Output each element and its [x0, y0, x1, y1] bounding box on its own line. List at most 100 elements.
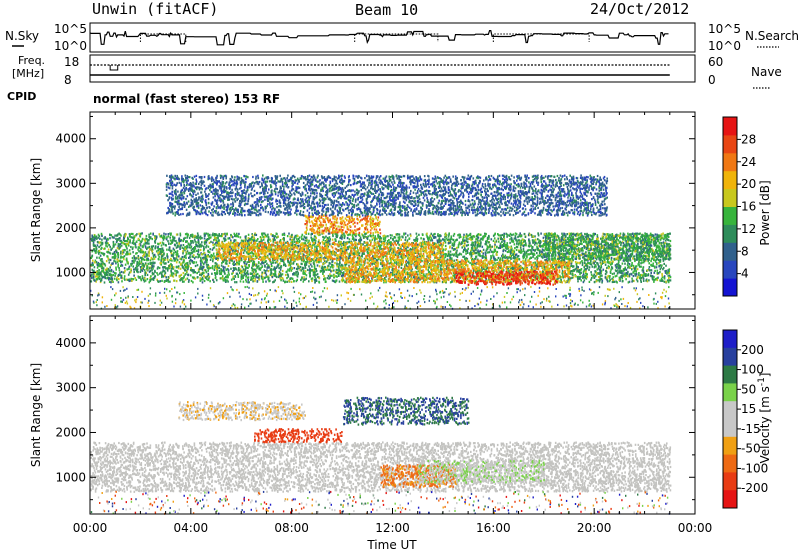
- power-echo-cell: [301, 236, 303, 238]
- power-echo-cell: [127, 279, 129, 281]
- power-echo-cell: [329, 232, 331, 234]
- power-echo-cell: [248, 279, 250, 281]
- power-echo-cell: [318, 281, 320, 283]
- power-echo-cell: [288, 264, 290, 266]
- power-echo-cell: [594, 233, 596, 235]
- power-echo-cell: [513, 255, 515, 257]
- power-echo-cell: [128, 274, 130, 276]
- power-echo-cell: [487, 245, 489, 247]
- power-echo-cell: [624, 263, 626, 265]
- power-echo-cell: [490, 249, 492, 251]
- power-echo-cell: [159, 253, 161, 255]
- power-echo-cell: [140, 271, 142, 273]
- power-echo-cell: [266, 274, 268, 276]
- power-echo-cell: [131, 233, 133, 235]
- power-echo-cell: [173, 280, 175, 282]
- power-echo-cell: [98, 269, 100, 271]
- power-echo-cell: [456, 252, 458, 254]
- power-echo-cell: [355, 239, 357, 241]
- power-echo-cell: [198, 242, 200, 244]
- power-echo-cell: [254, 269, 256, 271]
- power-echo-cell: [448, 236, 450, 238]
- power-echo-cell: [328, 275, 330, 277]
- power-echo-cell: [453, 266, 455, 268]
- power-echo-cell: [114, 253, 116, 255]
- power-echo-cell: [92, 236, 94, 238]
- power-echo-cell: [663, 260, 665, 262]
- power-echo-cell: [96, 248, 98, 250]
- power-echo-cell: [285, 242, 287, 244]
- power-echo-cell: [126, 258, 128, 260]
- power-echo-cell: [191, 280, 193, 282]
- power-echo-cell: [166, 249, 168, 251]
- power-echo-cell: [114, 278, 116, 280]
- power-echo-cell: [163, 239, 165, 241]
- power-echo-cell: [91, 280, 93, 282]
- power-echo-cell: [634, 250, 636, 252]
- power-echo-cell: [202, 281, 204, 283]
- power-echo-cell: [215, 262, 217, 264]
- power-echo-cell: [516, 233, 518, 235]
- power-echo-cell: [579, 273, 581, 275]
- power-echo-cell: [168, 261, 170, 263]
- nsky-panel-frame: [90, 23, 695, 52]
- power-echo-cell: [295, 236, 297, 238]
- nsky-line: [90, 31, 669, 45]
- power-echo-cell: [109, 237, 111, 239]
- power-echo-cell: [607, 280, 609, 282]
- power-echo-cell: [255, 278, 257, 280]
- power-echo-cell: [633, 275, 635, 277]
- power-echo-cell: [246, 263, 248, 265]
- power-echo-cell: [129, 266, 131, 268]
- power-echo-cell: [282, 233, 284, 235]
- power-echo-cell: [113, 244, 115, 246]
- power-echo-cell: [602, 250, 604, 252]
- power-echo-cell: [149, 237, 151, 239]
- power-echo-cell: [102, 277, 104, 279]
- power-echo-cell: [131, 264, 133, 266]
- power-echo-cell: [224, 233, 226, 235]
- power-echo-cell: [124, 275, 126, 277]
- power-echo-cell: [283, 237, 285, 239]
- power-echo-cell: [648, 279, 650, 281]
- power-echo-cell: [209, 248, 211, 250]
- power-echo-cell: [305, 270, 307, 272]
- power-echo-cell: [216, 279, 218, 281]
- power-echo-cell: [508, 251, 510, 253]
- power-echo-cell: [640, 279, 642, 281]
- power-echo-cell: [121, 256, 123, 258]
- power-echo-cell: [330, 266, 332, 268]
- power-echo-cell: [311, 280, 313, 282]
- power-echo-cell: [252, 264, 254, 266]
- freq-trace: [90, 65, 670, 75]
- power-echo-cell: [104, 263, 106, 265]
- power-echo-cell: [214, 233, 216, 235]
- power-echo-cell: [155, 245, 157, 247]
- power-echo-cell: [154, 237, 156, 239]
- power-echo-cell: [466, 245, 468, 247]
- power-echo-cell: [500, 234, 502, 236]
- power-echo-cell: [542, 244, 544, 246]
- power-echo-cell: [557, 248, 559, 250]
- power-echo-cell: [291, 270, 293, 272]
- power-echo-cell: [498, 241, 500, 243]
- power-echo-cell: [152, 261, 154, 263]
- power-echo-cell: [109, 266, 111, 268]
- nsearch-tick-bottom: 10^0: [708, 39, 741, 53]
- power-echo-cell: [259, 278, 261, 280]
- power-echo-cell: [392, 239, 394, 241]
- power-echo-cell: [103, 270, 105, 272]
- power-echo-cell: [197, 264, 199, 266]
- power-echo-cell: [520, 247, 522, 249]
- power-echo-cell: [173, 266, 175, 268]
- power-echo-cell: [192, 276, 194, 278]
- power-echo-cell: [212, 260, 214, 262]
- power-echo-cell: [200, 249, 202, 251]
- power-echo-cell: [303, 270, 305, 272]
- power-echo-cell: [144, 274, 146, 276]
- power-echo-cell: [665, 265, 667, 267]
- power-echo-cell: [529, 241, 531, 243]
- power-echo-cell: [448, 242, 450, 244]
- power-echo-cell: [514, 247, 516, 249]
- power-echo-cell: [142, 275, 144, 277]
